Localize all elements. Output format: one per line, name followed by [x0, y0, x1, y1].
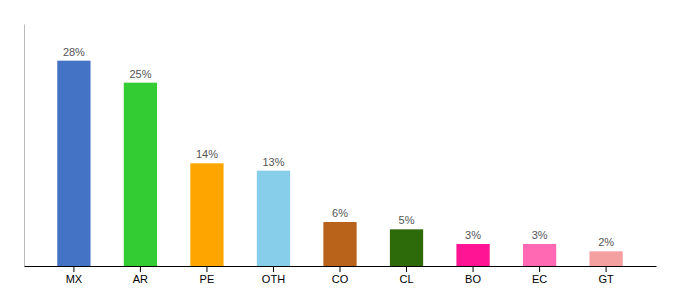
data-label: 25% — [129, 68, 151, 80]
x-tick: EC — [532, 266, 547, 285]
bar — [124, 83, 157, 266]
x-tick: MX — [66, 266, 83, 285]
x-tick-mark — [73, 266, 74, 272]
data-label: 14% — [196, 148, 218, 160]
x-tick-label: EC — [532, 273, 547, 285]
x-tick-mark — [140, 266, 141, 272]
plot: MXARPEOTHCOCLBOECGT28%25%14%13%6%5%3%3%2… — [25, 25, 657, 285]
data-label: 3% — [532, 229, 548, 241]
y-axis — [24, 25, 25, 267]
x-tick: GT — [598, 266, 614, 285]
x-tick: OTH — [262, 266, 285, 285]
x-tick: PE — [200, 266, 215, 285]
x-tick-mark — [539, 266, 540, 272]
x-tick: CO — [332, 266, 349, 285]
x-tick-label: AR — [133, 273, 148, 285]
x-tick: AR — [133, 266, 148, 285]
bar — [323, 222, 356, 266]
x-tick-mark — [206, 266, 207, 272]
data-label: 5% — [399, 214, 415, 226]
bar — [523, 244, 556, 266]
bar — [257, 171, 290, 266]
data-label: 6% — [332, 207, 348, 219]
x-tick-label: CL — [399, 273, 413, 285]
bar — [190, 163, 223, 266]
bar — [390, 229, 423, 266]
bar — [57, 61, 90, 266]
x-axis: MX AR PE OTH CO CL BO EC GT — [25, 266, 657, 285]
bar — [456, 244, 489, 266]
data-label: 13% — [262, 156, 284, 168]
x-tick-label: PE — [200, 273, 215, 285]
x-tick-mark — [273, 266, 274, 272]
x-tick-mark — [473, 266, 474, 272]
data-labels: 28% 25% 14% 13% 6% 5% 3% 3% 2% — [63, 46, 614, 249]
chart: MXARPEOTHCOCLBOECGT28%25%14%13%6%5%3%3%2… — [0, 0, 680, 300]
x-tick: CL — [399, 266, 413, 285]
y-axis-line — [24, 25, 25, 267]
x-tick-label: GT — [598, 273, 614, 285]
bar — [589, 251, 622, 266]
x-tick: BO — [465, 266, 481, 285]
data-label: 28% — [63, 46, 85, 58]
bars — [57, 61, 622, 266]
x-tick-label: OTH — [262, 273, 285, 285]
x-tick-mark — [606, 266, 607, 272]
x-tick-label: CO — [332, 273, 349, 285]
x-tick-label: MX — [66, 273, 83, 285]
data-label: 2% — [598, 236, 614, 248]
x-tick-mark — [406, 266, 407, 272]
x-tick-label: BO — [465, 273, 481, 285]
x-tick-mark — [340, 266, 341, 272]
data-label: 3% — [465, 229, 481, 241]
